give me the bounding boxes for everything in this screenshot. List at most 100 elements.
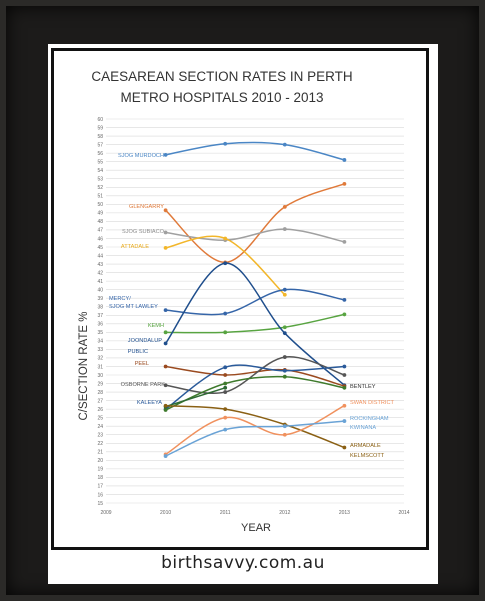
y-tick-label: 60 [97, 117, 103, 123]
data-point [282, 374, 287, 379]
y-tick-label: 41 [97, 279, 103, 285]
data-point [282, 432, 287, 437]
data-point [282, 331, 287, 336]
data-point [223, 407, 228, 412]
data-point [223, 427, 228, 432]
series-line [165, 235, 286, 296]
data-point [223, 415, 228, 420]
data-point [342, 239, 347, 244]
y-tick-label: 22 [97, 441, 103, 447]
series-labels: SJOG MURDOCH GLENGARRY SJOG SUBIACO ATTADAL… [109, 153, 395, 459]
y-tick-label: 52 [97, 185, 103, 191]
data-point [342, 445, 347, 450]
y-tick-label: 44 [97, 253, 103, 259]
series-label: SJOG SUBIACO [122, 229, 165, 235]
y-tick-label: 26 [97, 407, 103, 413]
y-tick-label: 23 [97, 433, 103, 439]
series-label: OSBORNE PARK [121, 382, 166, 388]
data-point [342, 364, 347, 369]
y-tick-label: 59 [97, 125, 103, 131]
x-tick-label: 2010 [160, 510, 171, 516]
y-tick-label: 39 [97, 296, 103, 302]
y-tick-label: 29 [97, 381, 103, 387]
series-line [165, 141, 345, 161]
series-label: SJOG MT LAWLEY [109, 304, 158, 310]
series-line [165, 404, 345, 449]
series-line [165, 288, 345, 316]
data-point [163, 308, 168, 313]
data-point [223, 236, 228, 241]
series-label: KELMSCOTT [350, 453, 385, 459]
chart-title-line1: CAESAREAN SECTION RATES IN PERTH [91, 69, 352, 84]
y-tick-label: 16 [97, 492, 103, 498]
data-point [163, 403, 168, 408]
series-label: KALEEYA [137, 400, 162, 406]
data-point [282, 355, 287, 359]
y-tick-label: 38 [97, 305, 103, 311]
y-tick-label: 31 [97, 364, 103, 370]
y-tick-label: 15 [97, 501, 103, 507]
series-lines [163, 141, 347, 458]
y-tick-label: 25 [97, 415, 103, 421]
data-point [163, 341, 168, 346]
y-tick-label: 45 [97, 245, 103, 251]
series-line [165, 387, 226, 408]
data-point [342, 385, 347, 390]
data-point [342, 373, 347, 377]
data-point [163, 152, 168, 157]
y-tick-label: 48 [97, 219, 103, 225]
y-tick-label: 37 [97, 313, 103, 319]
data-point [163, 230, 168, 235]
data-point [342, 181, 347, 186]
y-tick-label: 32 [97, 356, 103, 362]
series-line [165, 228, 345, 243]
data-point [282, 287, 287, 292]
data-point [163, 245, 168, 250]
data-point [223, 311, 228, 316]
y-tick-label: 51 [97, 194, 103, 200]
series-label: BENTLEY [350, 384, 376, 390]
y-tick-label: 36 [97, 322, 103, 328]
series-label: ARMADALE [350, 443, 381, 449]
series-label: SWAN DISTRICT [350, 400, 395, 406]
data-point [223, 365, 228, 370]
data-point [163, 330, 168, 335]
series-line [164, 262, 345, 386]
x-tick-label: 2011 [220, 510, 231, 516]
series-line [165, 365, 345, 387]
x-tick-label: 2013 [339, 510, 350, 516]
y-tick-label: 24 [97, 424, 103, 430]
y-tick-label: 27 [97, 398, 103, 404]
series-label: KEMH [148, 323, 164, 329]
y-tick-label: 55 [97, 159, 103, 165]
y-tick-label: 33 [97, 347, 103, 353]
y-tick-label: 49 [97, 211, 103, 217]
y-tick-label: 21 [97, 450, 103, 456]
series-label: PEEL [135, 361, 149, 367]
y-tick-label: 58 [97, 134, 103, 140]
series-label: GLENGARRY [129, 204, 164, 210]
data-point [163, 364, 168, 369]
data-point [342, 403, 347, 408]
series-line [165, 356, 345, 394]
series-line [165, 405, 345, 455]
y-axis-label: C/SECTION RATE % [78, 311, 90, 420]
y-tick-label: 35 [97, 330, 103, 336]
y-tick-label: 19 [97, 467, 103, 473]
footer-website: birthsavvy.com.au [161, 553, 325, 573]
x-tick-label: 2012 [279, 510, 290, 516]
y-tick-label: 34 [97, 339, 103, 345]
series-label: KWINANA [350, 425, 376, 431]
y-tick-label: 50 [97, 202, 103, 208]
data-point [223, 385, 228, 390]
data-point [223, 373, 228, 377]
series-label: JOONDALUP [128, 338, 162, 344]
data-point [163, 408, 168, 412]
chart-title-line2: METRO HOSPITALS 2010 - 2013 [120, 90, 323, 105]
data-point [342, 419, 347, 423]
series-label: MERCY/ [109, 296, 131, 302]
data-point [282, 204, 287, 209]
y-tick-label: 28 [97, 390, 103, 396]
x-tick-label: 2014 [398, 510, 409, 516]
data-point [282, 227, 287, 231]
